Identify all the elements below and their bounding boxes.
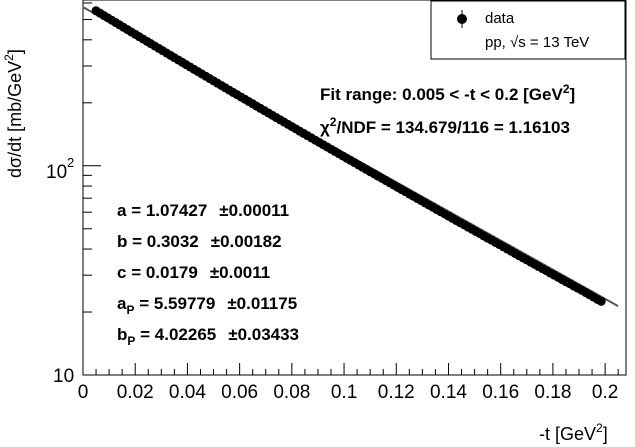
legend-caption: pp, √s = 13 TeV	[485, 34, 589, 51]
param-bp: bP = 4.02265 ±0.03433	[117, 325, 299, 348]
x-tick-label: 0.18	[534, 382, 571, 403]
param-b: b = 0.3032 ±0.00182	[117, 232, 282, 251]
param-ap: aP = 5.59779 ±0.01175	[117, 294, 297, 317]
chi2-text: χ2/NDF = 134.679/116 = 1.16103	[320, 115, 570, 137]
x-tick-label: 0.16	[482, 382, 519, 403]
svg-text:10: 10	[46, 162, 67, 183]
x-tick-label: 0.2	[592, 382, 618, 403]
x-axis-title: -t [GeV2]	[539, 421, 608, 444]
data-point	[596, 296, 606, 306]
x-tick-label: 0.12	[378, 382, 415, 403]
y-tick-label-10: 10	[53, 366, 74, 387]
data-points	[91, 6, 606, 306]
x-tick-labels: 0 0.02 0.04 0.06 0.08 0.1 0.12 0.14 0.16 0.18 0.2	[78, 382, 619, 403]
axis-ticks	[82, 2, 619, 376]
legend-marker	[457, 14, 467, 24]
x-tick-label: 0.06	[221, 382, 258, 403]
x-tick-label: 0.14	[430, 382, 467, 403]
x-tick-label: 0.04	[169, 382, 206, 403]
x-tick-label: 0.08	[273, 382, 310, 403]
y-axis-title: dσ/dt [mb/GeV2]	[2, 49, 25, 178]
plot-frame	[82, 0, 627, 376]
fit-parameters: a = 1.07427 ±0.00011 b = 0.3032 ±0.00182 c…	[117, 201, 299, 348]
param-c: c = 0.0179 ±0.0011	[117, 263, 270, 282]
x-tick-label: 0.02	[117, 382, 154, 403]
legend: data pp, √s = 13 TeV	[430, 0, 626, 60]
param-a: a = 1.07427 ±0.00011	[117, 201, 289, 220]
svg-text:2: 2	[67, 155, 74, 170]
legend-series-name: data	[485, 10, 515, 27]
fit-range-text: Fit range: 0.005 < -t < 0.2 [GeV2]	[320, 82, 575, 104]
y-tick-label-100: 10 2	[46, 155, 74, 183]
x-tick-label: 0	[78, 382, 89, 403]
x-tick-label: 0.1	[331, 382, 357, 403]
